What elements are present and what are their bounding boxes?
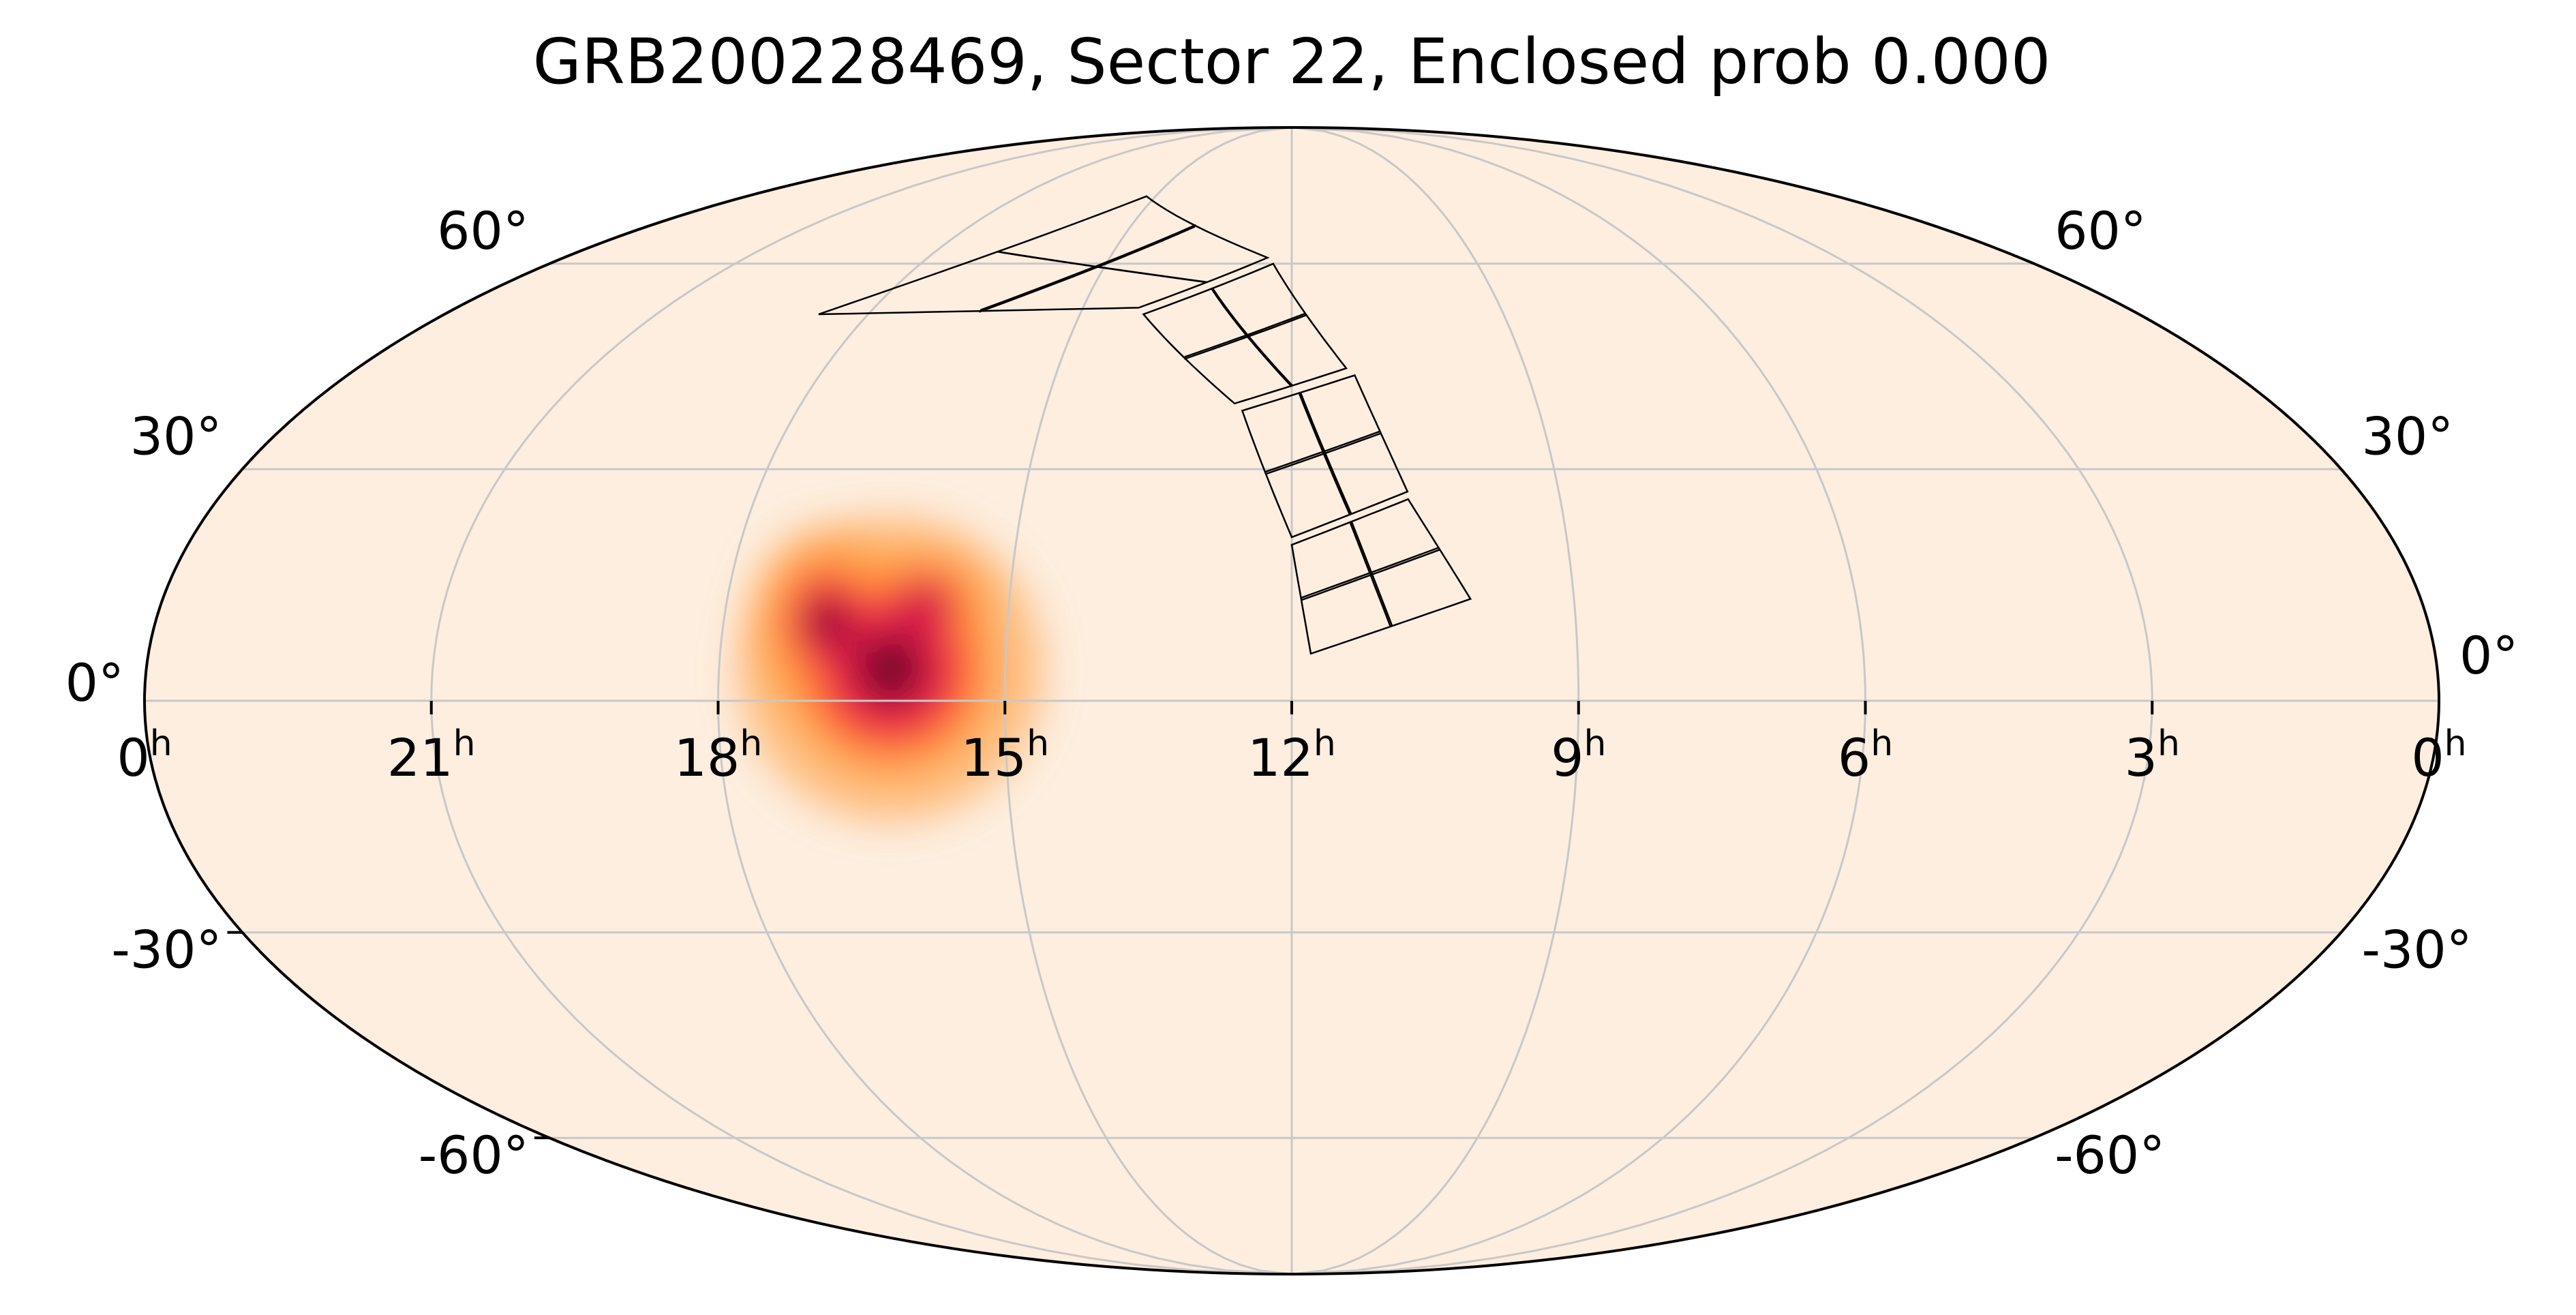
ra-tick-marks [227, 701, 2154, 1140]
dec-tick-label-right: 60° [2055, 200, 2147, 261]
dec-tick-label-left: 30° [130, 406, 222, 466]
ra-unit-superscript: h [453, 723, 476, 764]
ccd-gap-line [1301, 547, 1440, 599]
camera-footprint-3 [1142, 262, 1348, 405]
ccd-gap-line [978, 226, 1196, 313]
camera-footprint-1 [1290, 498, 1472, 655]
camera-footprint-4 [818, 195, 1270, 316]
dec-tick-label-left: 60° [437, 200, 529, 261]
sky-outline [143, 126, 2440, 1275]
probability-contour-level-3-blob-2 [898, 584, 950, 630]
dec-tick-label-right: -30° [2362, 920, 2472, 980]
dec-tick-label-right: 30° [2362, 406, 2454, 466]
chart-title: GRB200228469, Sector 22, Enclosed prob 0… [533, 25, 2051, 98]
sector-footprint [818, 195, 1472, 655]
ra-unit-superscript: h [1870, 723, 1893, 764]
ra-unit-superscript: h [150, 723, 172, 764]
ccd-gap-line [1264, 432, 1381, 475]
ra-unit-superscript: h [740, 723, 762, 764]
probability-contour-level-4-blob-1 [814, 605, 842, 639]
ccd-gap-line [980, 224, 1196, 311]
ra-unit-superscript: h [1027, 723, 1049, 764]
ra-unit-superscript: h [1584, 723, 1606, 764]
mollweide-plot-area: 0h 21h 18h 15h 12h 9h 6h 3h 0h 60°30°0°-30°-60°6… [65, 126, 2519, 1275]
ccd-gap-line [1301, 549, 1440, 601]
dec-tick-label-left: -30° [111, 920, 222, 980]
ccd-gap-line [1264, 430, 1381, 473]
ccd-gap-line [1184, 312, 1307, 358]
dec-tick-label-right: 0° [2459, 625, 2518, 686]
dec-tick-labels: 60° 30° 0° -30° -60° 60° 30° 0° -30° -60° [65, 200, 2519, 1185]
probability-contour-level-4-blob-0 [864, 642, 918, 697]
dec-tick-label-left: 0° [65, 652, 124, 713]
camera-footprint-2 [1241, 374, 1409, 539]
probability-heatmap [736, 515, 1045, 823]
dec-tick-label-right: -60° [2055, 1125, 2165, 1185]
ccd-gap-line [1183, 314, 1307, 360]
ra-unit-superscript: h [2157, 723, 2180, 764]
dec-tick-label-left: -60° [419, 1125, 529, 1185]
ra-unit-superscript: h [2444, 723, 2467, 764]
ra-tick-label: 0h [2411, 723, 2466, 788]
ra-unit-superscript: h [1314, 723, 1336, 764]
